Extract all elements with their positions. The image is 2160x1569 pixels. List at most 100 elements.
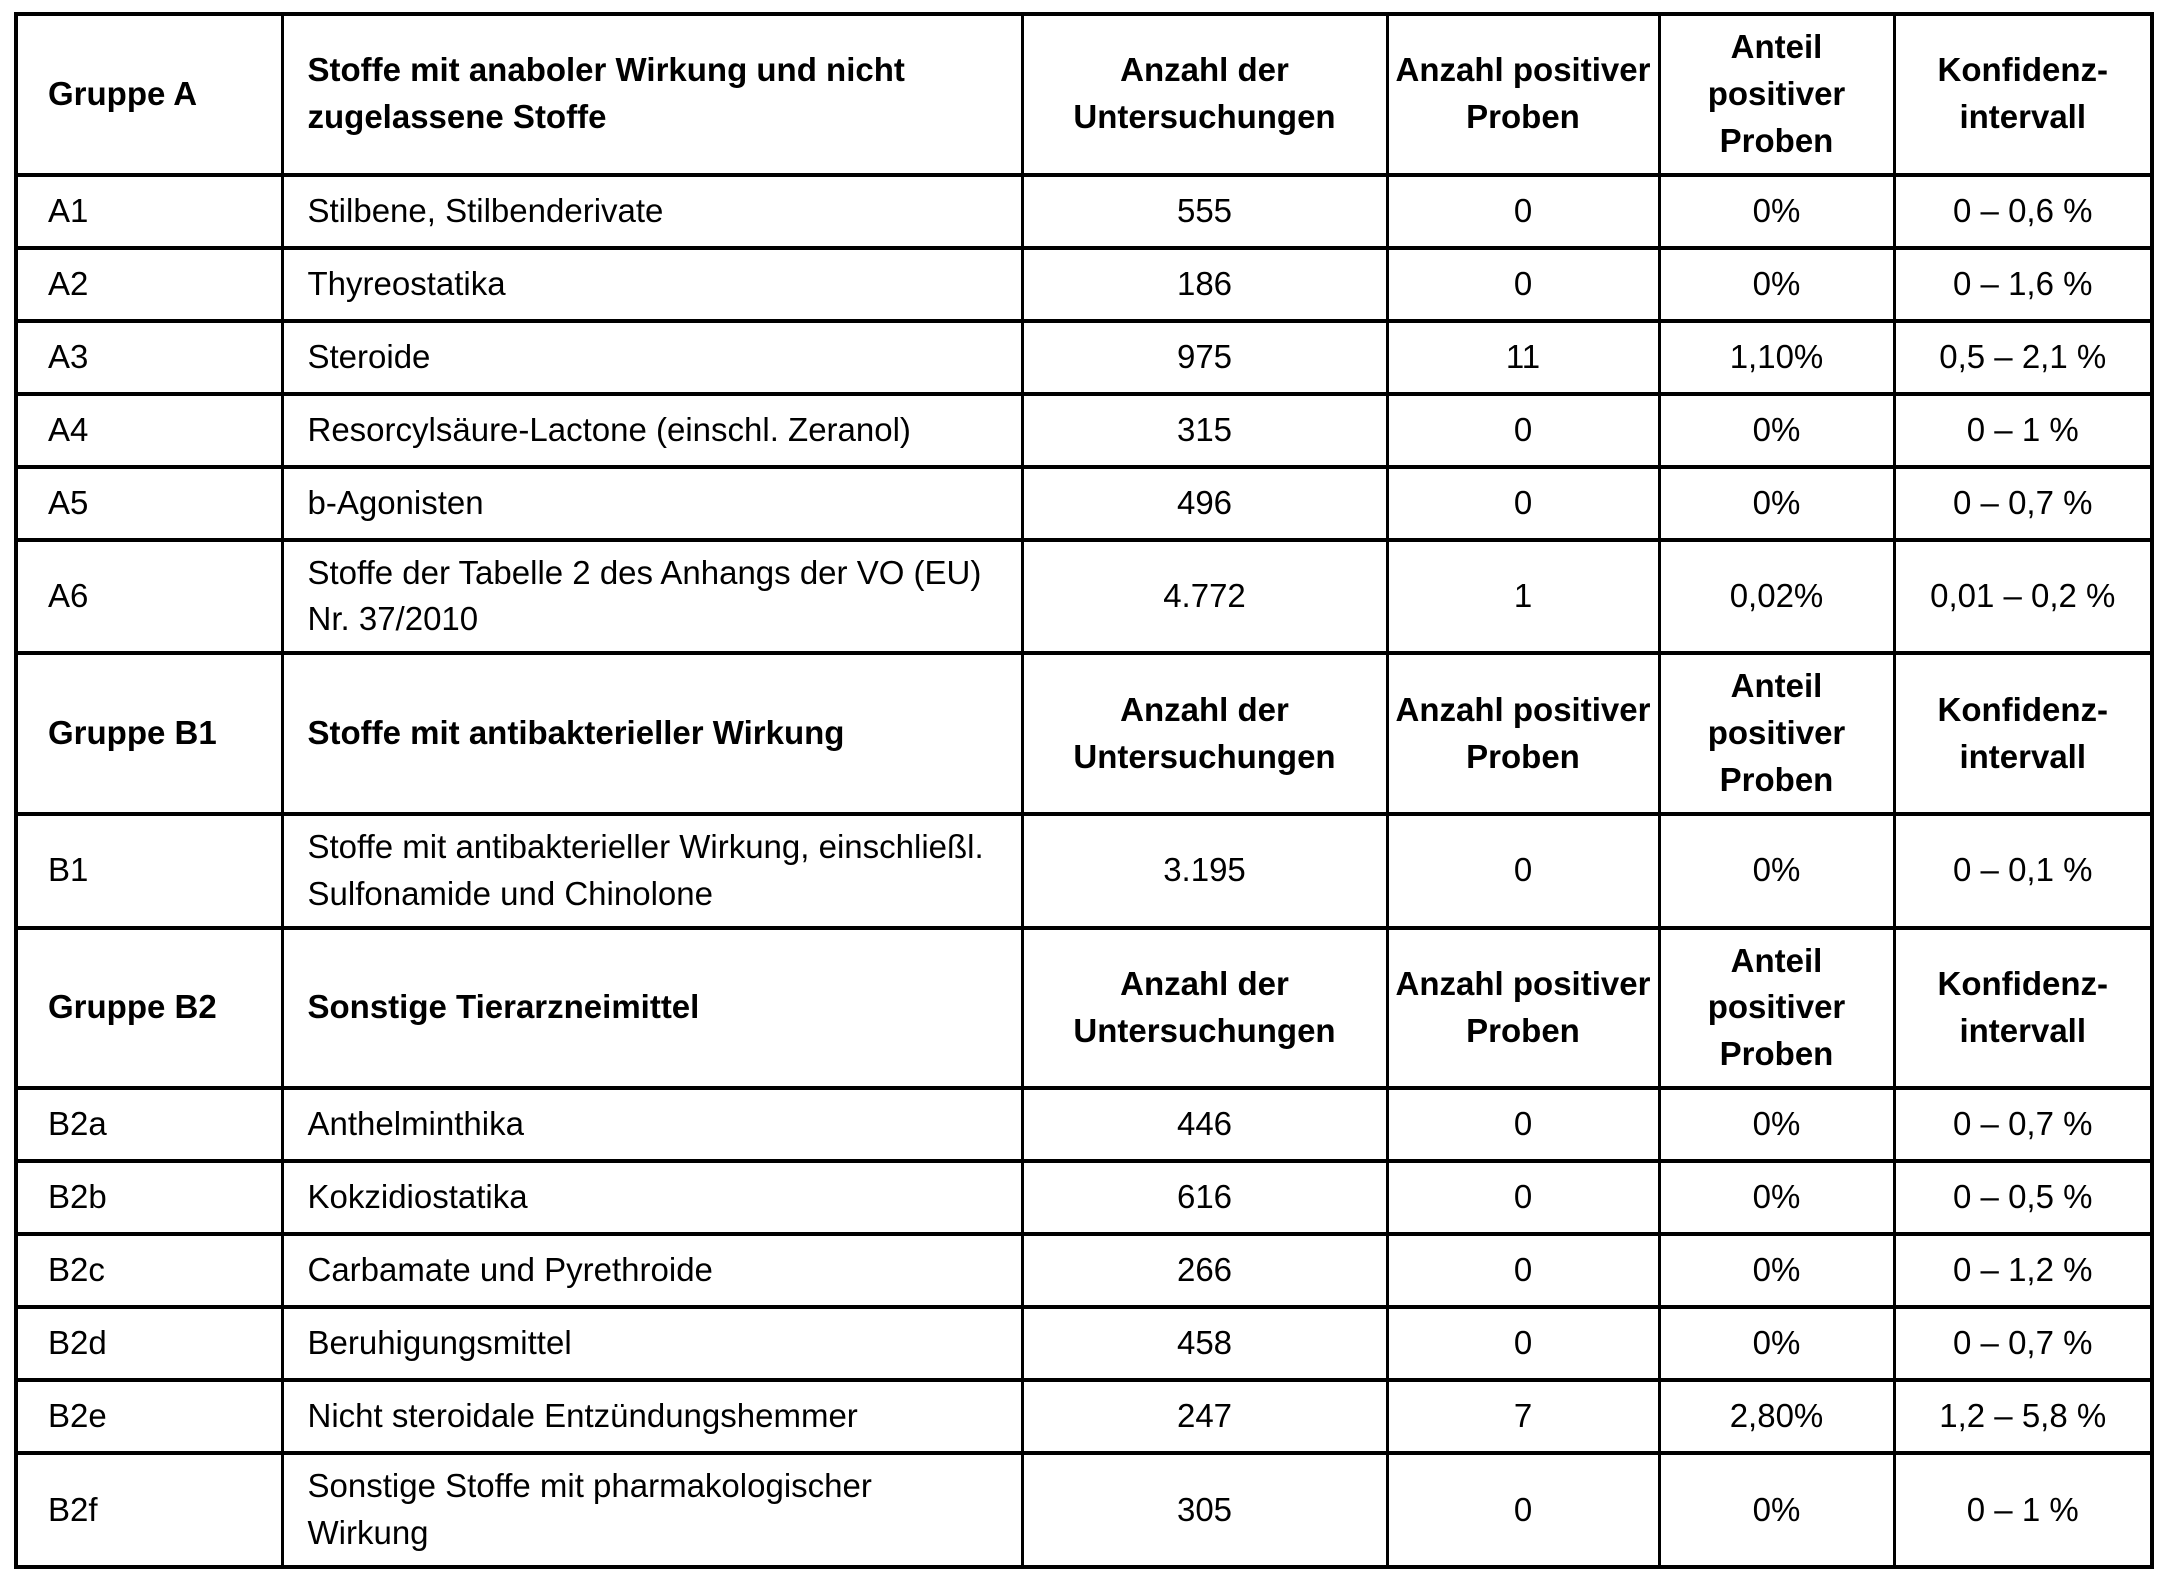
table-row: B2b Kokzidiostatika 616 0 0% 0 – 0,5 % [14, 1159, 2154, 1237]
row-positive: 0 [1385, 1159, 1661, 1237]
row-konfidenzintervall: 0 – 1,6 % [1892, 245, 2154, 323]
table-row: A5 b-Agonisten 496 0 0% 0 – 0,7 % [14, 464, 2154, 542]
row-positive: 1 [1385, 537, 1661, 656]
group-label: Gruppe A [14, 12, 284, 177]
row-konfidenzintervall: 0 – 0,7 % [1892, 1086, 2154, 1164]
column-header-konfidenzintervall: Konfidenz-intervall [1892, 651, 2154, 816]
row-substance: Nicht steroidale Entzündungshemmer [280, 1378, 1024, 1456]
row-untersuchungen: 305 [1020, 1451, 1389, 1569]
row-substance: Stilbene, Stilbenderivate [280, 172, 1024, 250]
row-substance: Stoffe der Tabelle 2 des Anhangs der VO … [280, 537, 1024, 656]
row-substance: Sonstige Stoffe mit pharmakologischer Wi… [280, 1451, 1024, 1569]
row-positive: 0 [1385, 1305, 1661, 1383]
row-substance: Beruhigungsmittel [280, 1305, 1024, 1383]
row-code: B2d [14, 1305, 284, 1383]
row-substance: Anthelminthika [280, 1086, 1024, 1164]
row-untersuchungen: 446 [1020, 1086, 1389, 1164]
row-substance: Stoffe mit antibakterieller Wirkung, ein… [280, 811, 1024, 930]
column-header-untersuchungen: Anzahl der Untersuchungen [1020, 12, 1389, 177]
row-positive: 0 [1385, 172, 1661, 250]
row-positive: 0 [1385, 811, 1661, 930]
group-label: Gruppe B1 [14, 651, 284, 816]
residue-monitoring-table: Gruppe A Stoffe mit anaboler Wirkung und… [14, 12, 2154, 1569]
row-untersuchungen: 247 [1020, 1378, 1389, 1456]
row-konfidenzintervall: 0 – 1,2 % [1892, 1232, 2154, 1310]
row-code: B2b [14, 1159, 284, 1237]
row-code: A6 [14, 537, 284, 656]
group-title-text: Stoffe mit anaboler Wirkung und nicht zu… [307, 51, 905, 136]
column-header-anteil-positiver-proben: Anteil positiver Proben [1657, 925, 1896, 1091]
table-row: B2a Anthelminthika 446 0 0% 0 – 0,7 % [14, 1086, 2154, 1164]
row-code: A1 [14, 172, 284, 250]
row-untersuchungen: 186 [1020, 245, 1389, 323]
table-row: B2c Carbamate und Pyrethroide 266 0 0% 0… [14, 1232, 2154, 1310]
column-header-anzahl-positiver-proben: Anzahl positiver Proben [1385, 925, 1661, 1091]
row-konfidenzintervall: 0 – 1 % [1892, 391, 2154, 469]
row-positive: 0 [1385, 464, 1661, 542]
row-code: A4 [14, 391, 284, 469]
row-positive: 7 [1385, 1378, 1661, 1456]
section-header-row: Gruppe A Stoffe mit anaboler Wirkung und… [14, 12, 2154, 177]
table-row: A2 Thyreostatika 186 0 0% 0 – 1,6 % [14, 245, 2154, 323]
table-row: B2d Beruhigungsmittel 458 0 0% 0 – 0,7 % [14, 1305, 2154, 1383]
column-header-untersuchungen: Anzahl der Untersuchungen [1020, 651, 1389, 816]
row-code: B2e [14, 1378, 284, 1456]
row-substance: Carbamate und Pyrethroide [280, 1232, 1024, 1310]
row-positive: 0 [1385, 1086, 1661, 1164]
section-header-row: Gruppe B1 Stoffe mit antibakterieller Wi… [14, 651, 2154, 816]
table-row: A6 Stoffe der Tabelle 2 des Anhangs der … [14, 537, 2154, 656]
row-anteil: 0% [1657, 1232, 1896, 1310]
row-konfidenzintervall: 0 – 0,7 % [1892, 464, 2154, 542]
row-anteil: 0% [1657, 1159, 1896, 1237]
row-substance: Kokzidiostatika [280, 1159, 1024, 1237]
row-untersuchungen: 616 [1020, 1159, 1389, 1237]
row-anteil: 0% [1657, 1086, 1896, 1164]
column-header-anteil-positiver-proben: Anteil positiver Proben [1657, 651, 1896, 816]
row-positive: 0 [1385, 245, 1661, 323]
row-konfidenzintervall: 0,01 – 0,2 % [1892, 537, 2154, 656]
row-untersuchungen: 266 [1020, 1232, 1389, 1310]
table-row: A3 Steroide 975 11 1,10% 0,5 – 2,1 % [14, 318, 2154, 396]
row-anteil: 0% [1657, 1451, 1896, 1569]
column-header-anzahl-positiver-proben: Anzahl positiver Proben [1385, 651, 1661, 816]
row-anteil: 0% [1657, 391, 1896, 469]
row-anteil: 0% [1657, 1305, 1896, 1383]
table-row: B1 Stoffe mit antibakterieller Wirkung, … [14, 811, 2154, 930]
row-code: A2 [14, 245, 284, 323]
row-positive: 11 [1385, 318, 1661, 396]
row-untersuchungen: 975 [1020, 318, 1389, 396]
row-konfidenzintervall: 1,2 – 5,8 % [1892, 1378, 2154, 1456]
row-untersuchungen: 4.772 [1020, 537, 1389, 656]
group-title-text: Stoffe mit antibakterieller Wirkung [307, 714, 845, 752]
row-konfidenzintervall: 0 – 0,5 % [1892, 1159, 2154, 1237]
row-untersuchungen: 3.195 [1020, 811, 1389, 930]
row-untersuchungen: 555 [1020, 172, 1389, 250]
row-substance: Steroide [280, 318, 1024, 396]
row-untersuchungen: 315 [1020, 391, 1389, 469]
row-konfidenzintervall: 0 – 0,7 % [1892, 1305, 2154, 1383]
row-anteil: 0,02% [1657, 537, 1896, 656]
column-header-konfidenzintervall: Konfidenz-intervall [1892, 925, 2154, 1091]
row-code: A3 [14, 318, 284, 396]
row-code: B2c [14, 1232, 284, 1310]
section-header-row: Gruppe B2 Sonstige Tierarzneimittel Anza… [14, 925, 2154, 1091]
row-untersuchungen: 458 [1020, 1305, 1389, 1383]
row-code: B2a [14, 1086, 284, 1164]
row-anteil: 1,10% [1657, 318, 1896, 396]
row-positive: 0 [1385, 1232, 1661, 1310]
row-konfidenzintervall: 0 – 1 % [1892, 1451, 2154, 1569]
row-anteil: 2,80% [1657, 1378, 1896, 1456]
table-row: A4 Resorcylsäure-Lactone (einschl. Zeran… [14, 391, 2154, 469]
group-label: Gruppe B2 [14, 925, 284, 1091]
group-title-text: Sonstige Tierarzneimittel [307, 988, 700, 1026]
row-code: B2f [14, 1451, 284, 1569]
row-anteil: 0% [1657, 464, 1896, 542]
row-substance: b-Agonisten [280, 464, 1024, 542]
row-konfidenzintervall: 0 – 0,1 % [1892, 811, 2154, 930]
column-header-anzahl-positiver-proben: Anzahl positiver Proben [1385, 12, 1661, 177]
table-row: A1 Stilbene, Stilbenderivate 555 0 0% 0 … [14, 172, 2154, 250]
table-row: B2e Nicht steroidale Entzündungshemmer 2… [14, 1378, 2154, 1456]
group-title: Stoffe mit anaboler Wirkung und nicht zu… [280, 12, 1024, 177]
group-title: Stoffe mit antibakterieller Wirkung [280, 651, 1024, 816]
row-anteil: 0% [1657, 811, 1896, 930]
